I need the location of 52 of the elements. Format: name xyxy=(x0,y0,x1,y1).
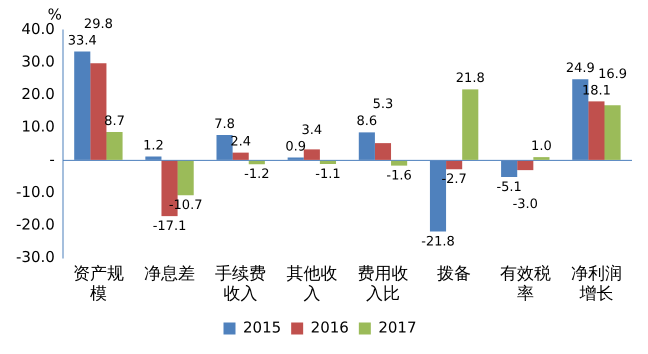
bar xyxy=(533,157,550,160)
data-label: 3.4 xyxy=(301,123,322,138)
y-tick-label: -30.0 xyxy=(16,248,55,266)
x-tick-label: 手续费收入 xyxy=(215,264,266,304)
y-tick-label: 20.0 xyxy=(21,85,55,104)
bar xyxy=(232,152,249,160)
bar xyxy=(374,143,392,160)
legend-label: 2017 xyxy=(378,318,417,336)
bar xyxy=(446,160,462,170)
y-tick-label: -10.0 xyxy=(16,182,55,201)
y-tick-label: - xyxy=(49,150,55,168)
x-tick-label: 净息差 xyxy=(144,264,196,284)
data-label: 1.2 xyxy=(143,138,164,154)
data-label: -21.8 xyxy=(421,234,455,250)
y-tick-label: 30.0 xyxy=(21,52,55,70)
data-label: 16.9 xyxy=(598,67,628,82)
bar xyxy=(90,63,106,160)
y-tick-label: 10.0 xyxy=(21,118,55,136)
bar xyxy=(320,160,336,164)
x-tick-label: 净利润增长 xyxy=(570,264,622,304)
data-label: 33.4 xyxy=(68,33,97,48)
bar xyxy=(106,132,123,160)
bar xyxy=(517,160,534,170)
y-tick-label: -20.0 xyxy=(16,215,55,234)
x-tick-label: 其他收入 xyxy=(286,264,338,304)
bar xyxy=(462,89,478,160)
data-label: -17.1 xyxy=(152,219,186,234)
data-label: 21.8 xyxy=(456,71,485,86)
data-label: 5.3 xyxy=(372,96,394,112)
data-label: 24.9 xyxy=(566,61,595,76)
bar xyxy=(178,160,194,196)
data-label: -5.1 xyxy=(496,180,522,195)
data-label: 29.8 xyxy=(84,17,113,32)
legend-label: 2016 xyxy=(310,318,349,336)
bar xyxy=(248,160,265,164)
data-label: 8.6 xyxy=(356,114,378,130)
data-label: 7.8 xyxy=(214,116,235,132)
x-tick-label: 费用收入比 xyxy=(357,264,408,304)
bar xyxy=(588,101,604,160)
bar xyxy=(604,105,621,160)
data-label: 1.0 xyxy=(531,139,552,154)
data-label: -1.6 xyxy=(386,168,412,184)
data-label: -1.1 xyxy=(315,166,341,182)
x-tick-label: 有效税率 xyxy=(500,264,551,304)
bar xyxy=(304,149,320,160)
legend-label: 2015 xyxy=(242,318,282,336)
data-label: -3.0 xyxy=(512,197,538,212)
x-tick-label: 资产规模 xyxy=(72,264,124,304)
x-tick-label: 拨备 xyxy=(437,264,472,284)
data-label: 0.9 xyxy=(285,139,306,154)
bar xyxy=(391,160,408,166)
data-label: -1.2 xyxy=(244,167,270,182)
